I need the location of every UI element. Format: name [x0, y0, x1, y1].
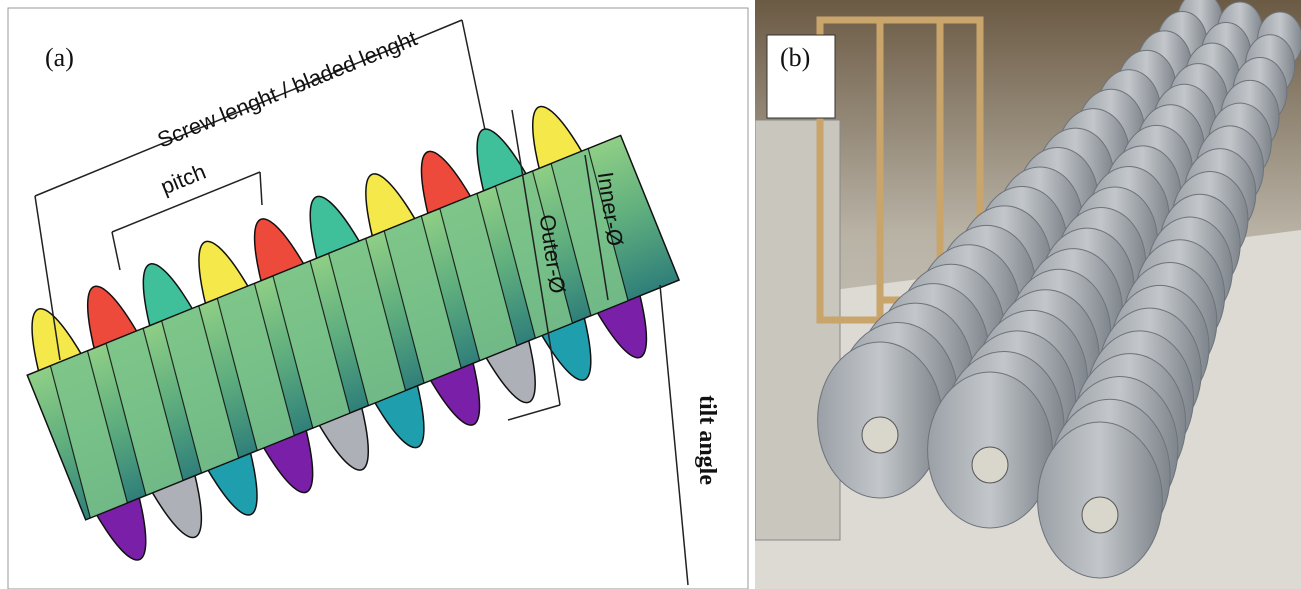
tilt-angle-label: tilt angle: [694, 395, 720, 485]
panel-label: (b): [780, 43, 810, 72]
cabinet: [755, 120, 840, 540]
panel-label: (a): [45, 43, 74, 72]
auger-hub: [862, 417, 898, 453]
panel-a: (a) Screw lenght / bladed lenght pitch O…: [6, 8, 748, 589]
figure: (a) Screw lenght / bladed lenght pitch O…: [0, 0, 1301, 589]
panel-b: (b): [755, 0, 1301, 589]
auger-hub: [1082, 497, 1118, 533]
auger-hub: [972, 447, 1008, 483]
